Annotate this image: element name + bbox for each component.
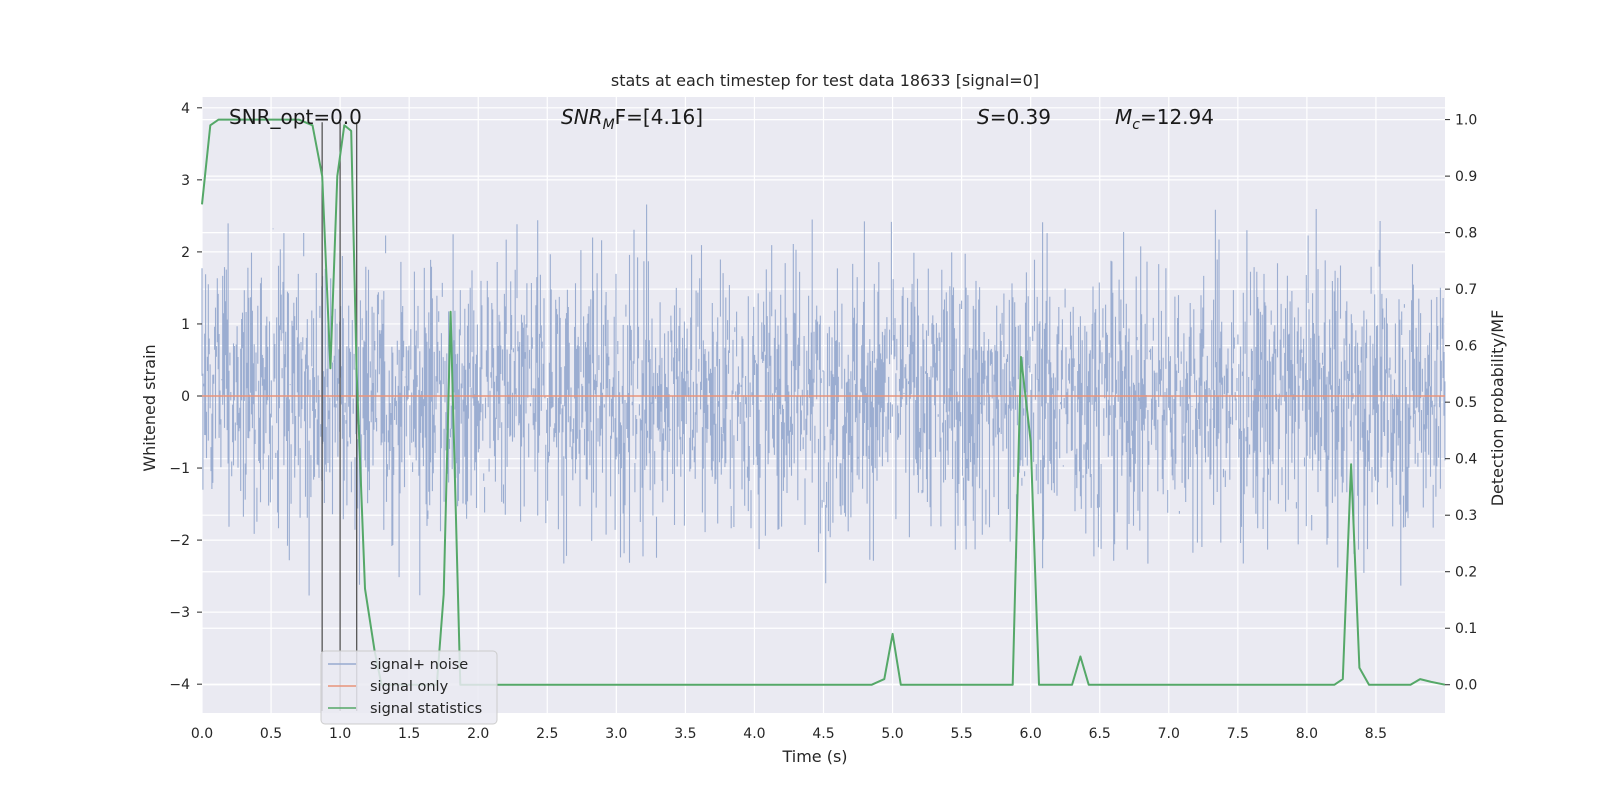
x-tick-label: 2.5: [536, 726, 558, 742]
annotation-snr-mf-sub: M: [603, 117, 615, 133]
annotation-mc: Mc=12.94: [1115, 105, 1214, 133]
y-tick-label-right: 0.0: [1455, 678, 1477, 694]
y-tick-label-right: 0.5: [1455, 395, 1477, 411]
x-tick-label: 8.0: [1296, 726, 1318, 742]
x-tick-label: 1.0: [329, 726, 351, 742]
x-tick-label: 5.0: [881, 726, 903, 742]
vertical-markers: [321, 122, 358, 711]
y-tick-label-right: 0.2: [1455, 565, 1477, 581]
annotation-mc-var: M: [1115, 105, 1132, 129]
x-tick-label: 6.0: [1020, 726, 1042, 742]
x-tick-label: 3.0: [605, 726, 627, 742]
y-tick-label-right: 0.6: [1455, 339, 1477, 355]
annotation-snr-mf-prefix: SNR: [561, 105, 603, 129]
y-tick-label-right: 0.4: [1455, 452, 1477, 468]
y-tick-label-right: 0.7: [1455, 282, 1477, 298]
x-tick-label: 0.0: [191, 726, 213, 742]
y-axis-label-right: Detection probability/MF: [1488, 310, 1507, 507]
annotation-s: S=0.39: [977, 105, 1051, 129]
signal-statistics-line: [201, 118, 1446, 686]
x-tick-label: 3.5: [674, 726, 696, 742]
y-tick-label-right: 0.8: [1455, 226, 1477, 242]
y-tick-label: 0: [181, 389, 190, 405]
x-tick-label: 5.5: [950, 726, 972, 742]
x-ticks: 0.0 0.5 1.0 1.5 2.0 2.5 3.0 3.5 4.0 4.5 5.0 5.5 6.0 6…: [191, 726, 1387, 742]
x-tick-label: 6.5: [1089, 726, 1111, 742]
annotation-snr-mf-suffix: F=[4.16]: [615, 105, 703, 129]
y-ticks-left: 4 3 2 1 0 −1 −2 −3 −4: [169, 101, 202, 693]
y-tick-label: −2: [169, 533, 190, 549]
legend-box: [320, 650, 498, 725]
y-ticks-right: 1.0 0.9 0.8 0.7 0.6 0.5 0.4 0.3 0.2 0.1 0.0: [1445, 113, 1477, 694]
signal-statistics-series: [201, 118, 1446, 686]
y-tick-label: −3: [169, 605, 190, 621]
y-axis-label: Whitened strain: [140, 344, 159, 471]
x-tick-label: 1.5: [398, 726, 420, 742]
annotation-snr-opt: SNR_opt=0.0: [229, 105, 362, 129]
x-tick-label: 0.5: [260, 726, 282, 742]
x-tick-label: 7.0: [1158, 726, 1180, 742]
annotation-mc-sub: c: [1132, 117, 1140, 133]
x-axis-label: Time (s): [781, 747, 847, 766]
legend-label-signal-only: signal only: [370, 679, 449, 695]
chart-title: stats at each timestep for test data 186…: [611, 71, 1039, 90]
annotation-snr-mf: SNRMF=[4.16]: [561, 105, 703, 133]
x-tick-label: 8.5: [1365, 726, 1387, 742]
y-tick-label: −4: [169, 677, 190, 693]
y-tick-label-right: 1.0: [1455, 113, 1477, 129]
x-tick-label: 7.5: [1227, 726, 1249, 742]
y-tick-label: 2: [181, 245, 190, 261]
y-tick-label-right: 0.3: [1455, 508, 1477, 524]
y-tick-label: 1: [181, 317, 190, 333]
legend-label-signal-statistics: signal statistics: [370, 701, 482, 717]
y-tick-label: 4: [181, 101, 190, 117]
annotation-mc-value: =12.94: [1140, 105, 1214, 129]
annotation-s-value: =0.39: [990, 105, 1051, 129]
y-tick-label-right: 0.1: [1455, 621, 1477, 637]
x-tick-label: 4.5: [812, 726, 834, 742]
y-tick-label-right: 0.9: [1455, 169, 1477, 185]
annotation-s-var: S: [977, 105, 990, 129]
x-tick-label: 2.0: [467, 726, 489, 742]
y-tick-label: −1: [169, 461, 190, 477]
y-tick-label: 3: [181, 173, 190, 189]
x-tick-label: 4.0: [743, 726, 765, 742]
legend-label-signal-noise: signal+ noise: [370, 657, 468, 673]
legend: signal+ noise signal only signal statist…: [320, 650, 498, 725]
